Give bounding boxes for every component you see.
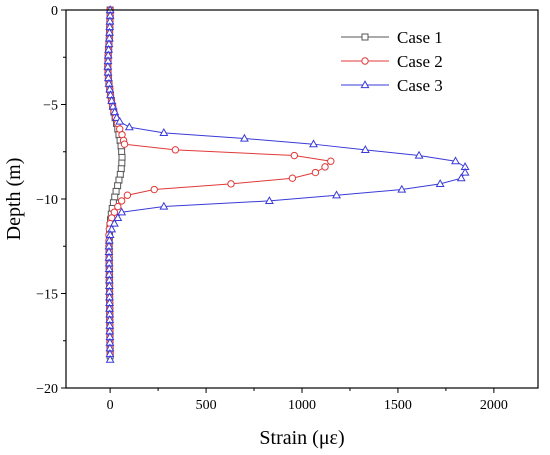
data-point-triangle <box>360 80 370 89</box>
x-tick-label: 500 <box>196 398 217 413</box>
y-axis-title: Depth (m) <box>3 158 25 241</box>
data-point-triangle <box>124 122 134 131</box>
series-3 <box>103 5 470 363</box>
y-tick-label: −5 <box>43 99 58 114</box>
legend-label: Case 2 <box>397 52 443 71</box>
data-point-square <box>112 187 120 195</box>
data-point-circle <box>288 174 297 182</box>
data-point-triangle <box>460 167 470 176</box>
y-tick-label: −10 <box>36 193 58 208</box>
series-line <box>107 10 332 354</box>
data-point-triangle <box>115 116 125 125</box>
x-axis: 0 500 1000 1500 2000 <box>107 388 508 413</box>
data-point-square <box>111 193 119 201</box>
plot-frame <box>65 9 539 389</box>
data-point-circle <box>290 151 299 160</box>
x-axis-title: Strain (με) <box>259 427 344 449</box>
x-tick-label: 1000 <box>288 398 316 413</box>
data-point-triangle <box>110 107 120 116</box>
data-point-triangle <box>107 95 117 104</box>
data-point-triangle <box>239 133 249 142</box>
x-tick-label: 1500 <box>384 398 412 413</box>
data-point-circle <box>321 163 329 171</box>
data-point-square <box>118 153 126 161</box>
data-point-circle <box>117 197 126 205</box>
data-point-circle <box>150 185 158 194</box>
data-point-circle <box>361 57 369 65</box>
data-point-circle <box>171 146 180 154</box>
data-point-triangle <box>332 190 341 199</box>
data-point-circle <box>227 180 235 188</box>
legend-item: Case 1 <box>341 28 443 47</box>
data-point-triangle <box>414 150 424 159</box>
data-point-square <box>115 176 123 184</box>
plot-series-layer <box>103 5 470 363</box>
x-tick-label: 2000 <box>480 398 508 413</box>
legend-label: Case 3 <box>397 76 443 95</box>
data-point-triangle <box>159 201 169 210</box>
data-point-triangle <box>107 224 117 233</box>
legend-item: Case 3 <box>341 76 443 95</box>
data-point-circle <box>114 202 122 211</box>
y-tick-label: −15 <box>36 288 58 303</box>
data-point-triangle <box>456 173 466 182</box>
y-tick-label: 0 <box>51 4 58 19</box>
data-point-triangle <box>264 196 274 204</box>
data-point-circle <box>120 140 129 148</box>
data-point-triangle <box>309 139 318 148</box>
data-point-triangle <box>106 90 115 99</box>
data-point-square <box>118 159 126 167</box>
data-point-triangle <box>109 218 119 227</box>
y-tick-label: −20 <box>36 382 58 397</box>
data-point-square <box>117 165 125 173</box>
data-point-triangle <box>112 112 122 121</box>
y-axis: 0 −5 −10 −15 −20 <box>36 4 66 397</box>
data-point-triangle <box>397 184 407 193</box>
data-point-circle <box>327 157 335 165</box>
data-point-triangle <box>105 354 115 363</box>
legend-item: Case 2 <box>341 52 443 71</box>
data-point-square <box>118 148 126 156</box>
data-point-circle <box>123 191 132 199</box>
data-point-triangle <box>117 207 127 216</box>
data-point-square <box>114 182 122 190</box>
data-point-square <box>116 170 124 178</box>
data-point-triangle <box>113 213 123 221</box>
data-point-circle <box>311 168 320 177</box>
legend-label: Case 1 <box>397 28 443 47</box>
data-point-triangle <box>360 145 370 153</box>
data-point-triangle <box>451 156 460 165</box>
legend: Case 1 Case 2 Case 3 <box>341 28 443 95</box>
series-2 <box>104 6 335 358</box>
data-point-triangle <box>435 179 445 187</box>
x-tick-label: 0 <box>107 398 114 413</box>
data-point-square <box>361 33 369 41</box>
data-point-triangle <box>159 128 169 136</box>
